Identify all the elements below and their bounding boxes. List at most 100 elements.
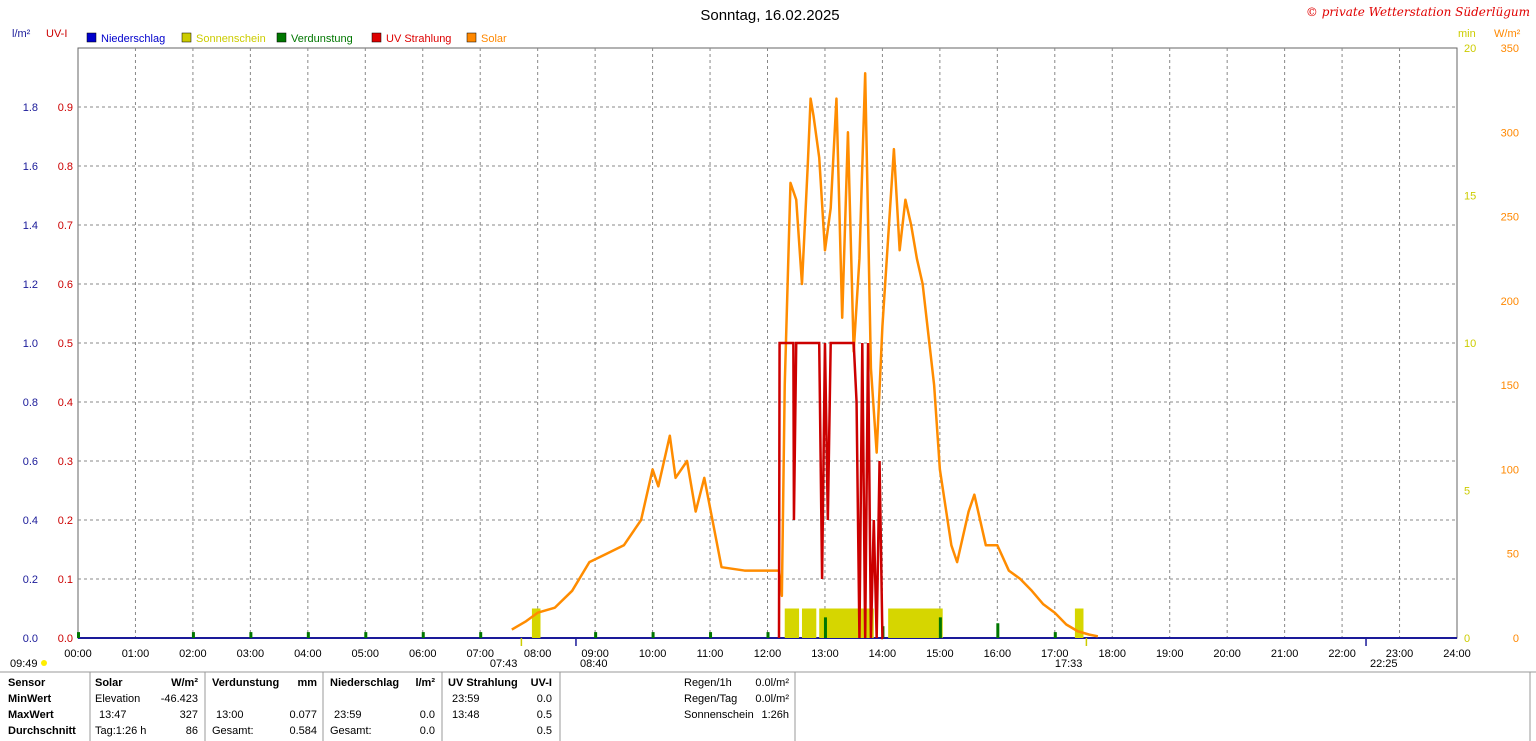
marker-label-1: 08:40 — [580, 658, 608, 670]
summary-label-2: Sonnenschein — [684, 709, 754, 721]
sunshine-bar — [801, 608, 811, 638]
x-tick-5: 05:00 — [352, 648, 380, 660]
solar-tick-3: 150 — [1501, 380, 1519, 392]
evap-bar — [651, 632, 655, 638]
stats-evap-value-2: 0.584 — [289, 725, 317, 737]
evap-bar — [709, 632, 713, 638]
evap-bar — [306, 632, 310, 638]
right-unit-solar: W/m² — [1494, 28, 1521, 40]
legend-swatch-0 — [86, 32, 97, 43]
x-tick-24: 24:00 — [1443, 648, 1471, 660]
stats-uv-header: UV Strahlung — [448, 677, 518, 689]
chart-axes: 0.0 0.2 0.4 0.6 0.8 1.0 1.2 1.4 1.6 1.8 0.0 0.1 0.2 0… — [23, 43, 1519, 660]
rain-tick-8: 1.6 — [23, 161, 38, 173]
copyright-text: © private Wetterstation Süderlügum — [1306, 5, 1530, 19]
uv-tick-2: 0.2 — [58, 515, 73, 527]
solar-tick-7: 350 — [1501, 43, 1519, 55]
evap-bar — [766, 632, 770, 638]
stats-uv-value-1: 0.5 — [537, 709, 552, 721]
legend-label-2: Verdunstung — [291, 33, 353, 45]
x-tick-20: 20:00 — [1213, 648, 1241, 660]
legend-label-3: UV Strahlung — [386, 33, 451, 45]
chart-lines — [511, 72, 1099, 640]
stats-rain-value-2: 0.0 — [420, 725, 435, 737]
sunshine-bar — [922, 608, 932, 638]
marker-label-3: 22:25 — [1370, 658, 1398, 670]
rain-tick-4: 0.8 — [23, 397, 38, 409]
stats-rain-value-1: 0.0 — [420, 709, 435, 721]
stats-uv-unit: UV-I — [531, 677, 552, 689]
legend: Niederschlag Sonnenschein Verdunstung UV St… — [86, 32, 507, 45]
evap-bar — [938, 617, 942, 638]
x-tick-22: 22:00 — [1328, 648, 1356, 660]
solar-tick-0: 0 — [1513, 633, 1519, 645]
legend-label-0: Niederschlag — [101, 33, 165, 45]
rain-tick-9: 1.8 — [23, 102, 38, 114]
uv-tick-0: 0.0 — [58, 633, 73, 645]
stats-rain-label-2: Gesamt: — [330, 725, 372, 737]
uv-tick-6: 0.6 — [58, 279, 73, 291]
solar-tick-4: 200 — [1501, 296, 1519, 308]
stats-evap-value-1: 0.077 — [289, 709, 317, 721]
solar-tick-2: 100 — [1501, 464, 1519, 476]
evap-bar — [364, 632, 368, 638]
sunshine-bar — [842, 608, 851, 638]
sunshine-bar — [853, 608, 863, 638]
legend-label-1: Sonnenschein — [196, 33, 266, 45]
sunshine-bars — [77, 608, 1084, 638]
sun-markers: 09:49 07:43 08:40 17:33 22:25 — [10, 638, 1398, 670]
sunshine-bar — [1074, 608, 1084, 638]
sun-tick-4: 20 — [1464, 43, 1476, 55]
sunshine-bar — [893, 608, 903, 638]
stats-solar-value-0: -46.423 — [161, 693, 198, 705]
summary-label-0: Regen/1h — [684, 677, 732, 689]
evap-bar — [479, 632, 483, 638]
stats-row-label-0: MinWert — [8, 693, 52, 705]
evap-bar — [421, 632, 425, 638]
rain-tick-0: 0.0 — [23, 633, 38, 645]
stats-solar-label-2: Tag:1:26 h — [95, 725, 146, 737]
stats-rain-label-1: 23:59 — [334, 709, 362, 721]
day-length-sun-icon — [41, 660, 47, 666]
stats-solar-label-0: Elevation — [95, 693, 140, 705]
sun-tick-1: 5 — [1464, 486, 1470, 498]
marker-label-0: 07:43 — [490, 658, 518, 670]
x-tick-7: 07:00 — [466, 648, 494, 660]
x-tick-10: 10:00 — [639, 648, 667, 660]
stats-solar-value-2: 86 — [186, 725, 198, 737]
uv-tick-7: 0.7 — [58, 220, 73, 232]
stats-evap-header: Verdunstung — [212, 677, 279, 689]
x-tick-16: 16:00 — [984, 648, 1012, 660]
sunshine-bar — [847, 608, 857, 638]
legend-swatch-3 — [371, 32, 382, 43]
left-unit-rain: l/m² — [12, 28, 31, 40]
legend-swatch-4 — [466, 32, 477, 43]
x-tick-4: 04:00 — [294, 648, 322, 660]
evap-bar — [996, 623, 1000, 638]
x-tick-0: 00:00 — [64, 648, 92, 660]
evap-bar — [191, 632, 195, 638]
summary-value-1: 0.0l/m² — [755, 693, 789, 705]
x-tick-9: 09:00 — [581, 648, 609, 660]
uv-tick-4: 0.4 — [58, 397, 73, 409]
x-tick-23: 23:00 — [1386, 648, 1414, 660]
stats-evap-label-1: 13:00 — [216, 709, 244, 721]
sunshine-bar — [790, 608, 800, 638]
sunshine-bar — [830, 608, 840, 638]
sunshine-bar — [934, 608, 943, 638]
stats-uv-label-1: 13:48 — [452, 709, 480, 721]
stats-row-label-2: Durchschnitt — [8, 725, 76, 737]
rain-tick-6: 1.2 — [23, 279, 38, 291]
x-tick-3: 03:00 — [237, 648, 265, 660]
uv-tick-1: 0.1 — [58, 574, 73, 586]
sunshine-bar — [911, 608, 920, 638]
solar-tick-6: 300 — [1501, 127, 1519, 139]
sunshine-bar — [928, 608, 937, 638]
x-tick-11: 11:00 — [697, 648, 724, 660]
x-tick-15: 15:00 — [926, 648, 954, 660]
sunshine-bar — [819, 608, 828, 638]
evap-bar — [249, 632, 253, 638]
rain-tick-7: 1.4 — [23, 220, 38, 232]
stats-solar-label-1: 13:47 — [99, 709, 127, 721]
uv-tick-9: 0.9 — [58, 102, 73, 114]
